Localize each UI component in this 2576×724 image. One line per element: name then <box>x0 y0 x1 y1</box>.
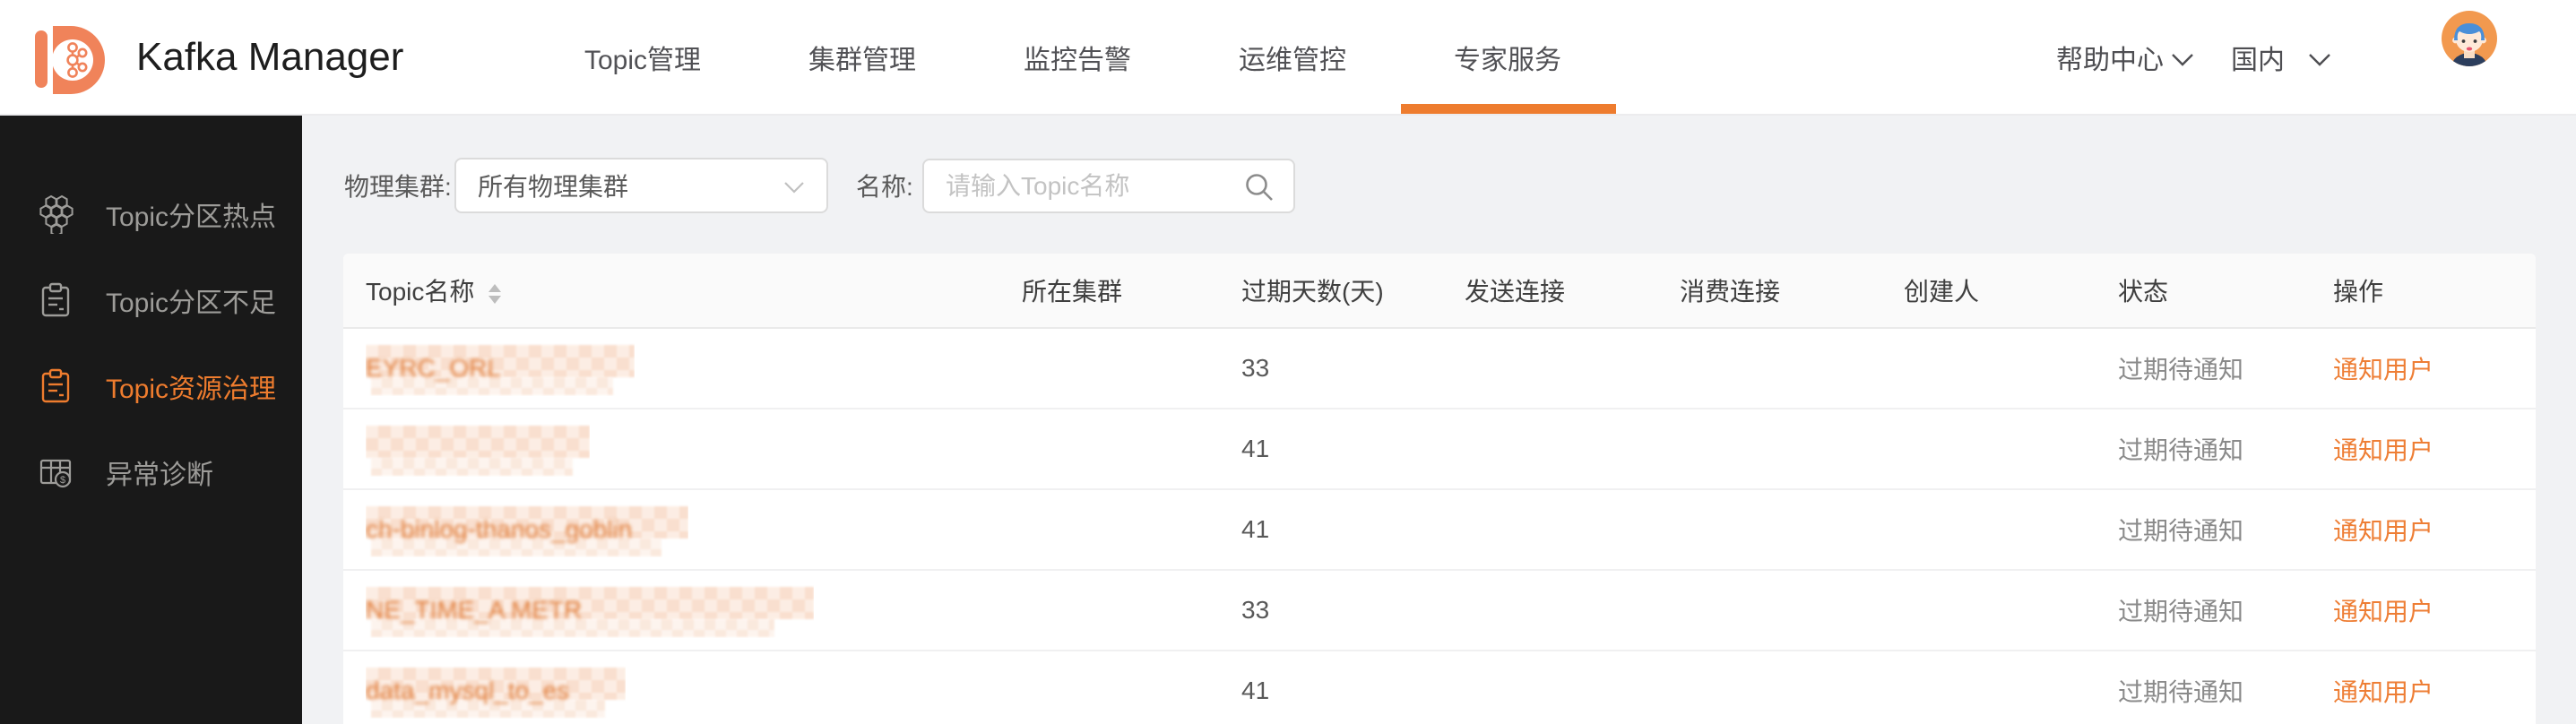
status-text: 过期待通知 <box>2118 489 2333 571</box>
topic-name-blurred: EYRC_ORL <box>366 340 635 396</box>
tab-cluster-manage[interactable]: 集群管理 <box>808 45 917 75</box>
sidebar-item-label: Topic资源治理 <box>106 375 277 404</box>
chevron-down-icon <box>2172 53 2193 66</box>
kafka-manager-logo-icon <box>23 13 109 99</box>
expire-days-value: 33 <box>1241 328 1465 409</box>
status-text: 过期待通知 <box>2118 651 2333 724</box>
sort-toggle[interactable] <box>488 283 502 304</box>
table-row: data_mysql_to_es 41 过期待通知 通知用户 <box>343 651 2536 724</box>
col-send-conn: 发送连接 <box>1465 254 1680 329</box>
search-icon[interactable] <box>1244 172 1275 203</box>
tab-monitor-alert[interactable]: 监控告警 <box>1024 45 1132 75</box>
notify-user-link[interactable]: 通知用户 <box>2333 356 2434 384</box>
table-row: 41 过期待通知 通知用户 <box>343 409 2536 490</box>
sidebar-item-topic-partition-hotspot[interactable]: Topic分区热点 <box>0 171 302 257</box>
col-action: 操作 <box>2333 254 2536 329</box>
expire-days-value: 41 <box>1241 489 1465 571</box>
col-consume-conn: 消费连接 <box>1680 254 1904 329</box>
col-expire-days: 过期天数(天) <box>1241 254 1465 329</box>
active-tab-underline <box>1401 104 1616 114</box>
sidebar-item-anomaly-diagnosis[interactable]: $ 异常诊断 <box>0 429 302 515</box>
help-center-dropdown[interactable]: 帮助中心 <box>2056 0 2194 114</box>
topic-governance-table: Topic名称 所在集群 过期天数(天) 发送连接 消费连接 创建人 状态 操作… <box>343 254 2536 724</box>
caret-up-icon <box>488 283 502 292</box>
expire-days-value: 41 <box>1241 409 1465 490</box>
table-header-row: Topic名称 所在集群 过期天数(天) 发送连接 消费连接 创建人 状态 操作 <box>343 254 2536 329</box>
topic-name-blurred <box>366 421 590 477</box>
notify-user-link[interactable]: 通知用户 <box>2333 678 2434 706</box>
status-text: 过期待通知 <box>2118 409 2333 490</box>
sidebar-item-label: Topic分区热点 <box>106 203 277 232</box>
page-title: Kafka Manager <box>136 34 404 79</box>
region-label: 国内 <box>2231 45 2285 75</box>
topic-governance-table-card: Topic名称 所在集群 过期天数(天) 发送连接 消费连接 创建人 状态 操作… <box>343 254 2536 724</box>
chevron-down-icon <box>784 182 804 194</box>
notify-user-link[interactable]: 通知用户 <box>2333 517 2434 545</box>
col-cluster: 所在集群 <box>1022 254 1241 329</box>
status-text: 过期待通知 <box>2118 570 2333 651</box>
clipboard-icon <box>41 368 70 403</box>
table-row: NE_TIME_A METR 33 过期待通知 通知用户 <box>343 570 2536 651</box>
svg-text:$: $ <box>60 475 65 486</box>
name-filter-label: 名称: <box>856 173 913 201</box>
topic-name-blurred: NE_TIME_A METR <box>366 582 814 638</box>
expire-days-value: 33 <box>1241 570 1465 651</box>
notify-user-link[interactable]: 通知用户 <box>2333 598 2434 625</box>
tab-expert-service[interactable]: 专家服务 <box>1454 45 1562 75</box>
physical-cluster-selected-value: 所有物理集群 <box>478 173 629 201</box>
sidebar-item-topic-resource-governance[interactable]: Topic资源治理 <box>0 343 302 429</box>
chevron-down-icon <box>2309 53 2330 66</box>
col-topic-name: Topic名称 <box>343 254 1022 329</box>
sidebar: Topic分区热点 Topic分区不足 Topic资源治理 <box>0 116 302 724</box>
honeycomb-icon <box>39 194 73 234</box>
tab-ops-control[interactable]: 运维管控 <box>1239 45 1347 75</box>
main-nav: Topic管理 集群管理 监控告警 运维管控 专家服务 <box>584 0 1561 114</box>
caret-down-icon <box>488 295 502 304</box>
topic-name-blurred: ch-binlog-thanos_goblin <box>366 502 688 557</box>
notify-user-link[interactable]: 通知用户 <box>2333 436 2434 464</box>
sidebar-item-label: Topic分区不足 <box>106 289 277 318</box>
clipboard-icon <box>41 282 70 317</box>
top-header: Kafka Manager Topic管理 集群管理 监控告警 运维管控 专家服… <box>0 0 2576 116</box>
sidebar-item-topic-partition-shortage[interactable]: Topic分区不足 <box>0 257 302 343</box>
topic-name-blurred: data_mysql_to_es <box>366 663 626 719</box>
col-creator: 创建人 <box>1904 254 2118 329</box>
status-text: 过期待通知 <box>2118 328 2333 409</box>
finance-table-icon: $ <box>39 459 72 488</box>
region-dropdown[interactable]: 国内 <box>2231 0 2331 114</box>
physical-cluster-label: 物理集群: <box>344 173 452 201</box>
tab-topic-manage[interactable]: Topic管理 <box>584 45 702 75</box>
table-row: EYRC_ORL 33 过期待通知 通知用户 <box>343 328 2536 409</box>
expire-days-value: 41 <box>1241 651 1465 724</box>
col-status: 状态 <box>2118 254 2333 329</box>
topic-name-search-input[interactable] <box>922 159 1295 213</box>
table-row: ch-binlog-thanos_goblin 41 过期待通知 通知用户 <box>343 489 2536 571</box>
physical-cluster-select[interactable]: 所有物理集群 <box>454 158 828 213</box>
help-center-label: 帮助中心 <box>2056 45 2164 75</box>
sidebar-item-label: 异常诊断 <box>106 461 213 490</box>
user-avatar[interactable] <box>2441 10 2498 67</box>
